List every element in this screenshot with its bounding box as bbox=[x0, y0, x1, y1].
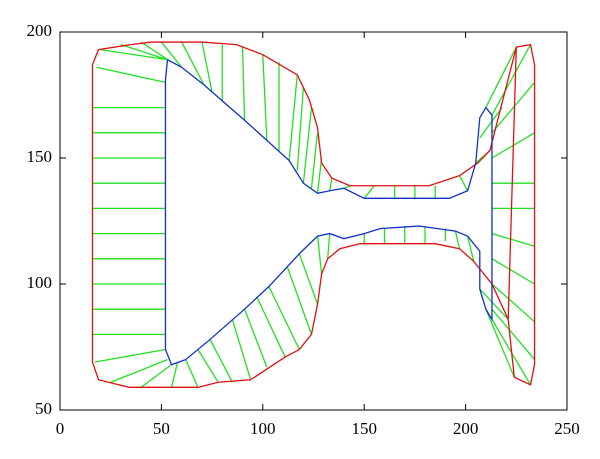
y-tick-label: 150 bbox=[27, 147, 53, 166]
x-tick-label: 50 bbox=[153, 419, 170, 438]
x-tick-label: 0 bbox=[56, 419, 65, 438]
y-tick-label: 100 bbox=[27, 273, 53, 292]
series-line bbox=[92, 41, 536, 388]
x-tick-label: 250 bbox=[554, 419, 580, 438]
y-tick-label: 50 bbox=[35, 399, 52, 418]
x-tick-label: 100 bbox=[250, 419, 276, 438]
x-tick-label: 150 bbox=[351, 419, 377, 438]
series-line bbox=[164, 59, 493, 366]
y-tick-label: 200 bbox=[27, 21, 53, 40]
x-tick-label: 200 bbox=[453, 419, 479, 438]
series-line bbox=[91, 41, 536, 388]
plot-frame bbox=[59, 31, 568, 411]
